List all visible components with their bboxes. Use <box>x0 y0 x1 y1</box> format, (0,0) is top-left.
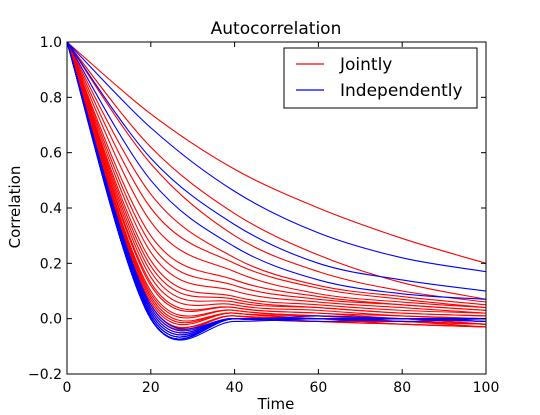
series-line-jointly-4 <box>66 41 487 309</box>
y-tick-label-1: 0.0 <box>40 312 62 328</box>
y-tick-label-0: −0.2 <box>28 367 62 383</box>
x-tick-label-100: 100 <box>473 380 500 396</box>
ticks-layer: 0 20 40 60 80 100 −0.2 0.0 0.2 0.4 0.6 0.8 1.0 <box>28 35 499 396</box>
series-line-jointly-5 <box>66 41 487 309</box>
y-tick-label-5: 0.8 <box>40 90 62 106</box>
y-tick-label-2: 0.2 <box>40 256 62 272</box>
series-line-jointly-14 <box>66 41 487 320</box>
y-tick-label-3: 0.4 <box>40 201 62 217</box>
x-tick-label-60: 60 <box>309 380 327 396</box>
series-line-jointly-0 <box>66 41 487 264</box>
y-tick-label-6: 1.0 <box>40 35 62 51</box>
series-independently <box>66 41 487 341</box>
x-tick-label-80: 80 <box>393 380 411 396</box>
series-line-jointly-2 <box>66 41 487 303</box>
x-axis-label: Time <box>257 395 295 413</box>
legend: Jointly Independently <box>283 47 478 109</box>
chart-title: Autocorrelation <box>211 19 342 39</box>
y-tick-label-4: 0.6 <box>40 146 62 162</box>
x-tick-label-0: 0 <box>63 380 72 396</box>
series-line-jointly-11 <box>66 41 487 317</box>
series-line-jointly-9 <box>66 41 487 314</box>
series-line-jointly-1 <box>66 41 487 300</box>
series-line-independently-23 <box>66 41 486 340</box>
legend-box <box>283 47 478 109</box>
y-axis-label: Correlation <box>6 166 24 249</box>
legend-label-jointly: Jointly <box>339 55 392 75</box>
series-layer <box>66 41 487 341</box>
series-line-independently-0 <box>66 41 487 273</box>
series-line-independently-2 <box>66 41 487 300</box>
legend-label-independently: Independently <box>340 81 463 101</box>
series-line-jointly-8 <box>66 41 487 314</box>
series-line-jointly-7 <box>66 41 487 311</box>
series-line-independently-1 <box>66 41 487 292</box>
x-tick-label-40: 40 <box>226 380 244 396</box>
x-tick-label-20: 20 <box>142 380 160 396</box>
series-line-jointly-3 <box>66 41 487 306</box>
